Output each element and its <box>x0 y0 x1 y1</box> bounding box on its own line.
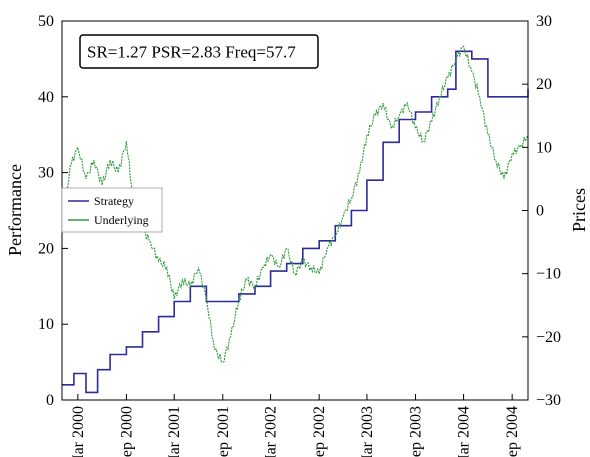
legend: Strategy Underlying <box>61 187 163 233</box>
x-tick-label: Sep 2002 <box>311 406 328 457</box>
y-tick-label: 40 <box>38 89 54 106</box>
x-tick-label: Sep 2004 <box>504 406 521 457</box>
legend-label-underlying: Underlying <box>94 213 149 227</box>
y2-tick-label: 0 <box>536 203 544 220</box>
y-tick-label: 50 <box>38 13 54 30</box>
x-tick-label: Sep 2001 <box>215 406 232 457</box>
legend-frame <box>61 187 163 233</box>
y2-tick-label: −20 <box>536 329 561 346</box>
axes-layer: 0 10 20 30 40 50 −30 −20 −10 0 10 20 30 Mar 2000 Sep 2… <box>38 13 561 457</box>
y-tick-label: 20 <box>38 240 54 257</box>
y2-tick-label: −10 <box>536 266 561 283</box>
y2-tick-label: 30 <box>536 13 552 30</box>
x-tick-label: Sep 2000 <box>118 406 135 457</box>
x-tick-label: Mar 2003 <box>359 406 376 457</box>
x-tick-label: Mar 2002 <box>263 406 280 457</box>
series-line-strategy <box>62 50 529 394</box>
legend-label-strategy: Strategy <box>94 194 134 208</box>
annotation-text: SR=1.27 PSR=2.83 Freq=57.7 <box>87 43 296 62</box>
x-tick-label: Mar 2004 <box>456 406 473 457</box>
annotation-frame <box>79 34 319 69</box>
x-tick-label: Sep 2003 <box>408 406 425 457</box>
y-axis-title: Performance <box>5 164 25 256</box>
y2-tick-label: −30 <box>536 392 561 409</box>
y-tick-label: 30 <box>38 165 54 182</box>
y-tick-label: 10 <box>38 316 54 333</box>
x-tick-label: Mar 2000 <box>70 406 87 457</box>
y2-tick-label: 20 <box>536 76 552 93</box>
y2-tick-label: 10 <box>536 139 552 156</box>
annotation-box: SR=1.27 PSR=2.83 Freq=57.7 <box>79 34 319 69</box>
x-tick-label: Mar 2001 <box>166 406 183 457</box>
y2-axis-title: Prices <box>569 188 589 232</box>
y-tick-label: 0 <box>46 392 54 409</box>
